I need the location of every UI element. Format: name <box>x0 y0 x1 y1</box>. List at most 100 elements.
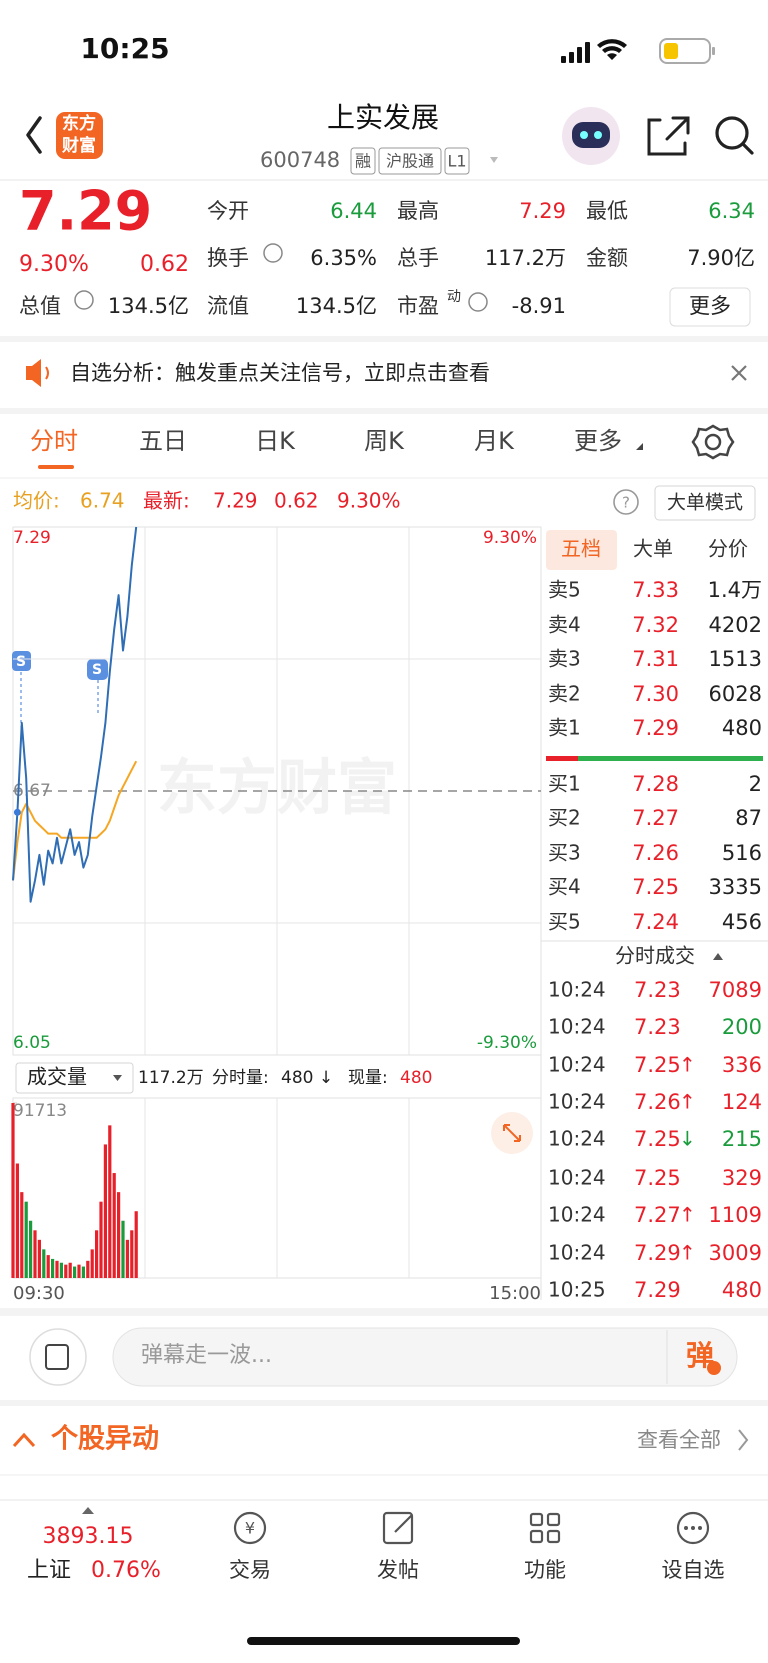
tab[interactable]: 日K <box>255 427 296 455</box>
comment-send[interactable]: 弹 <box>686 1339 714 1372</box>
comment-input[interactable] <box>112 1327 738 1387</box>
stat-value: 134.5亿 <box>296 294 377 318</box>
trade-price: 7.29 <box>634 1241 681 1265</box>
share-button[interactable] <box>647 116 690 156</box>
volume-bar <box>59 1262 63 1278</box>
book-volume: 4202 <box>709 613 762 637</box>
settings-button[interactable] <box>691 424 735 460</box>
book-tab[interactable]: 五档 <box>561 537 601 561</box>
book-tab[interactable]: 分价 <box>708 537 748 561</box>
search-button[interactable] <box>715 116 754 155</box>
signal-marker[interactable] <box>87 659 108 680</box>
index-expand[interactable] <box>82 1507 94 1514</box>
tab[interactable]: 更多 <box>574 427 622 455</box>
change: 0.62 <box>140 252 189 277</box>
volume-bar <box>73 1266 77 1278</box>
close-banner[interactable] <box>731 365 747 381</box>
banner-text[interactable]: 自选分析：触发重点关注信号，立即点击查看 <box>70 361 490 385</box>
last-price: 7.29 <box>19 180 152 243</box>
help-icon[interactable] <box>613 489 639 515</box>
tags-dropdown[interactable] <box>490 157 498 163</box>
trades-title: 分时成交 <box>615 944 695 968</box>
comment-list-icon <box>45 1344 69 1370</box>
logo-text: 财富 <box>61 135 96 156</box>
avg-value: 6.74 <box>80 489 125 513</box>
volume-bar <box>37 1239 41 1278</box>
index-value[interactable]: 3893.15 <box>43 1524 134 1549</box>
trade-volume: 1109 <box>709 1203 762 1227</box>
movers-link[interactable]: 查看全部 <box>637 1428 721 1452</box>
book-volume: 1.4万 <box>708 578 762 602</box>
nav-item[interactable]: 交易 <box>229 1558 271 1582</box>
mode-button[interactable] <box>654 485 756 521</box>
book-ratio-buy <box>578 756 763 761</box>
trade-arrow: ↑ <box>679 1241 696 1265</box>
nav-icon: ¥ <box>245 1519 255 1538</box>
movers-link-arrow[interactable] <box>738 1429 749 1451</box>
book-level: 买5 <box>548 910 581 934</box>
active-book-tab <box>546 530 617 570</box>
latest-value: 7.29 <box>213 489 258 513</box>
stat-label: 最高 <box>397 199 439 223</box>
nav-item[interactable]: 发帖 <box>377 1558 419 1582</box>
more-button-label[interactable]: 更多 <box>689 294 731 318</box>
status-icons <box>561 38 715 64</box>
signal-marker[interactable] <box>12 651 31 671</box>
price-line <box>12 526 138 903</box>
trade-arrow: ↑ <box>679 1053 696 1077</box>
volume-bar <box>24 1201 28 1278</box>
trade-volume: 336 <box>722 1053 762 1077</box>
tab[interactable]: 分时 <box>30 427 78 455</box>
stat-value: 6.44 <box>330 199 377 223</box>
nav-item[interactable]: 功能 <box>524 1558 566 1582</box>
comment-list-button[interactable] <box>29 1328 87 1386</box>
tab[interactable]: 五日 <box>139 427 187 455</box>
volume-bar <box>51 1258 55 1278</box>
volume-selector-arrow <box>113 1075 122 1081</box>
trade-price: 7.23 <box>634 978 681 1002</box>
book-price: 7.24 <box>632 910 679 934</box>
volume-bar <box>55 1260 59 1278</box>
more-button[interactable] <box>669 287 751 327</box>
volume-tick-label: 91713 <box>13 1101 67 1121</box>
book-level: 买1 <box>548 772 581 796</box>
assistant-eye <box>580 131 588 139</box>
book-volume: 3335 <box>709 875 762 899</box>
stat-value: -8.91 <box>512 294 566 318</box>
app-logo[interactable] <box>56 112 103 159</box>
volume-total: 117.2万 <box>138 1068 204 1088</box>
tab[interactable]: 月K <box>474 427 515 455</box>
tab[interactable]: 周K <box>364 427 405 455</box>
trade-price: 7.25 <box>634 1166 681 1190</box>
collapse-icon[interactable] <box>12 1432 36 1448</box>
trade-volume: 480 <box>722 1278 762 1302</box>
stat-label: 总值 <box>19 294 61 318</box>
trade-price: 7.23 <box>634 1015 681 1039</box>
trade-time: 10:25 <box>548 1278 606 1302</box>
assistant-eye <box>594 131 602 139</box>
trade-time: 10:24 <box>548 1127 606 1151</box>
trade-volume: 124 <box>722 1090 762 1114</box>
book-tab[interactable]: 大单 <box>633 537 673 561</box>
volume-bar <box>121 1220 125 1278</box>
volume-tick-label: 分时量: <box>212 1068 269 1088</box>
y-tick-label: 6.67 <box>13 781 51 801</box>
volume-selector-label[interactable]: 成交量 <box>27 1065 87 1089</box>
volume-selector[interactable] <box>15 1062 134 1094</box>
mode-button-label[interactable]: 大单模式 <box>667 492 743 514</box>
comment-placeholder[interactable]: 弹幕走一波... <box>141 1343 272 1368</box>
status-time: 10:25 <box>80 32 169 65</box>
stat-value: 6.35% <box>310 246 377 270</box>
volume-bar <box>68 1262 72 1278</box>
latest-label: 最新: <box>143 489 190 513</box>
stat-label: 最低 <box>586 199 628 223</box>
volume-bar <box>90 1249 94 1278</box>
book-volume: 2 <box>749 772 762 796</box>
volume-bar <box>46 1255 50 1278</box>
back-button[interactable] <box>26 116 42 154</box>
change-pct: 9.30% <box>19 252 89 277</box>
stock-tag <box>444 147 470 175</box>
nav-item[interactable]: 设自选 <box>662 1558 725 1582</box>
